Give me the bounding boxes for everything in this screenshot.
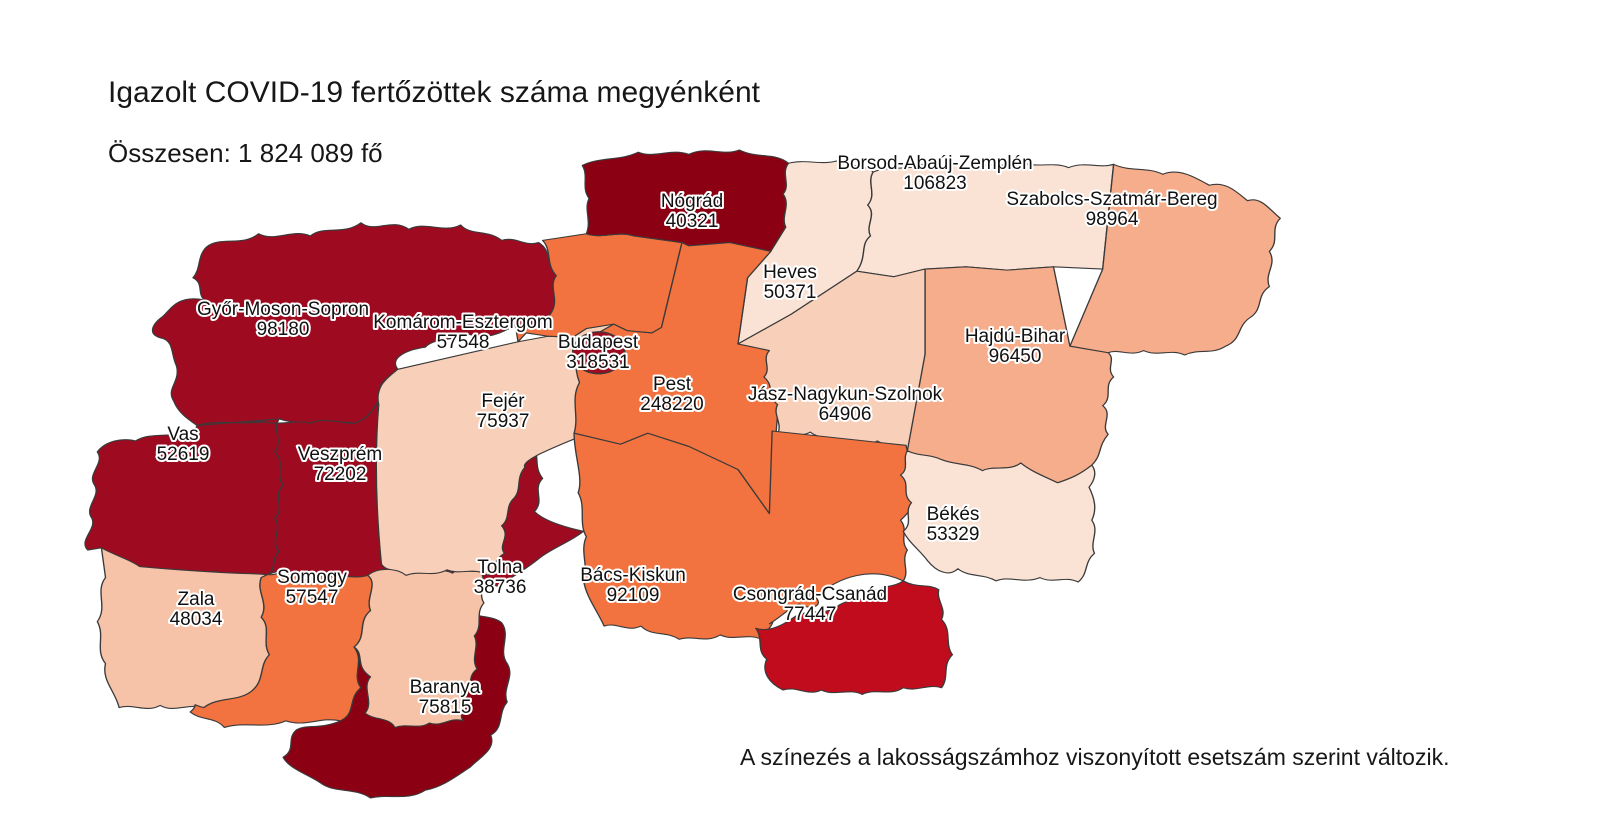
svg-text:40321: 40321 [666,211,719,232]
svg-text:Borsod-Abaúj-Zemplén: Borsod-Abaúj-Zemplén [837,153,1032,174]
svg-text:96450: 96450 [989,346,1042,367]
svg-text:57548: 57548 [437,332,490,353]
svg-text:318531: 318531 [566,352,629,373]
svg-text:Budapest: Budapest [558,332,639,353]
svg-text:Jász-Nagykun-Szolnok: Jász-Nagykun-Szolnok [748,384,943,405]
svg-text:Vas: Vas [167,424,198,445]
svg-text:Hajdú-Bihar: Hajdú-Bihar [965,326,1066,347]
svg-text:75815: 75815 [419,697,472,718]
svg-text:48034: 48034 [170,609,223,630]
svg-text:98964: 98964 [1086,209,1139,230]
svg-text:57547: 57547 [286,587,339,608]
svg-text:106823: 106823 [903,173,966,194]
svg-text:64906: 64906 [819,404,872,425]
svg-text:Baranya: Baranya [410,677,481,698]
svg-text:Heves: Heves [763,262,817,283]
svg-text:Békés: Békés [927,504,980,525]
svg-text:53329: 53329 [927,524,980,545]
svg-text:75937: 75937 [477,411,530,432]
svg-text:Komárom-Esztergom: Komárom-Esztergom [373,312,553,333]
svg-text:98180: 98180 [257,319,310,340]
svg-text:Veszprém: Veszprém [298,444,382,465]
svg-text:Szabolcs-Szatmár-Bereg: Szabolcs-Szatmár-Bereg [1006,189,1217,210]
svg-text:Pest: Pest [653,374,692,395]
svg-text:Csongrád-Csanád: Csongrád-Csanád [733,584,887,605]
svg-text:Somogy: Somogy [277,567,347,588]
svg-text:92109: 92109 [607,585,660,606]
svg-text:Fejér: Fejér [481,391,525,412]
svg-text:77447: 77447 [784,604,837,625]
svg-text:Győr-Moson-Sopron: Győr-Moson-Sopron [197,299,369,320]
svg-text:52619: 52619 [157,444,210,465]
svg-text:50371: 50371 [764,282,817,303]
svg-text:72202: 72202 [314,464,367,485]
svg-text:248220: 248220 [640,394,703,415]
svg-text:Nógrád: Nógrád [661,191,723,212]
svg-text:38736: 38736 [474,577,527,598]
svg-text:Zala: Zala [178,589,215,610]
svg-text:Bács-Kiskun: Bács-Kiskun [580,565,686,586]
svg-text:Tolna: Tolna [477,557,523,578]
